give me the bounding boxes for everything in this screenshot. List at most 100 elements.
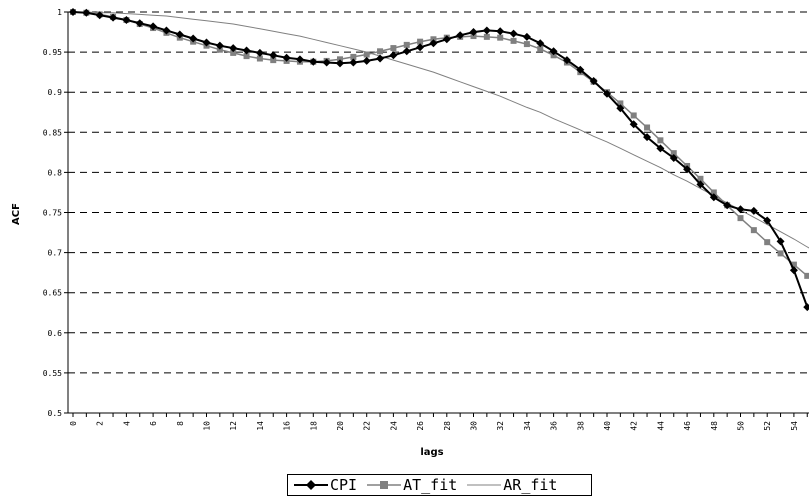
data-point-cpi bbox=[803, 303, 809, 312]
x-tick-label: 12 bbox=[229, 421, 238, 431]
legend-cpi-swatch bbox=[294, 480, 328, 490]
y-tick-label: 0.75 bbox=[43, 209, 62, 218]
x-axis-title: lags bbox=[420, 447, 443, 458]
series-line-cpi bbox=[72, 11, 809, 308]
x-tick-label: 8 bbox=[176, 421, 185, 426]
x-tick-label: 16 bbox=[283, 421, 292, 431]
data-point-at-fit bbox=[550, 52, 557, 59]
series-at-fit bbox=[70, 9, 809, 279]
x-tick-label: 22 bbox=[363, 421, 372, 431]
data-point-cpi bbox=[202, 38, 211, 47]
data-point-cpi bbox=[562, 56, 571, 65]
data-point-cpi bbox=[456, 31, 465, 40]
data-point-at-fit bbox=[510, 37, 517, 44]
data-point-cpi bbox=[522, 32, 531, 41]
y-tick-label: 0.55 bbox=[43, 369, 62, 378]
data-point-cpi bbox=[122, 16, 131, 25]
data-point-cpi bbox=[776, 237, 785, 246]
data-point-cpi bbox=[669, 153, 678, 162]
data-point-at-fit bbox=[644, 124, 651, 131]
data-point-at-fit bbox=[270, 57, 277, 64]
y-tick-label: 0.65 bbox=[43, 289, 62, 298]
x-tick-label: 18 bbox=[309, 421, 318, 431]
data-point-at-fit bbox=[403, 41, 410, 48]
data-point-at-fit bbox=[630, 112, 637, 119]
data-point-at-fit bbox=[617, 100, 624, 107]
chart-legend: CPI AT_fit AR_fit bbox=[287, 474, 592, 496]
data-point-cpi bbox=[175, 30, 184, 39]
data-point-at-fit bbox=[777, 250, 784, 257]
data-point-cpi bbox=[349, 58, 358, 67]
legend-ar-fit-label: AR_fit bbox=[503, 476, 558, 494]
x-tick-label: 48 bbox=[710, 421, 719, 431]
data-point-cpi bbox=[295, 55, 304, 64]
data-point-at-fit bbox=[737, 215, 744, 222]
data-point-cpi bbox=[736, 205, 745, 214]
data-point-at-fit bbox=[256, 55, 263, 62]
data-point-cpi bbox=[696, 180, 705, 189]
data-point-at-fit bbox=[537, 45, 544, 52]
data-point-at-fit bbox=[804, 272, 809, 279]
data-point-cpi bbox=[255, 48, 264, 57]
x-tick-label: 52 bbox=[763, 421, 772, 431]
x-tick-label: 0 bbox=[69, 421, 78, 426]
x-tick-label: 44 bbox=[656, 421, 665, 431]
data-point-cpi bbox=[242, 46, 251, 55]
data-point-cpi bbox=[82, 8, 91, 17]
x-tick-label: 46 bbox=[683, 421, 692, 431]
data-point-cpi bbox=[135, 19, 144, 28]
x-tick-label: 34 bbox=[523, 421, 532, 431]
data-point-at-fit bbox=[710, 189, 717, 196]
legend-entry-at-fit: AT_fit bbox=[367, 476, 457, 494]
data-point-at-fit bbox=[790, 261, 797, 268]
data-point-at-fit bbox=[430, 36, 437, 43]
data-point-cpi bbox=[229, 44, 238, 53]
data-point-at-fit bbox=[417, 38, 424, 45]
data-point-cpi bbox=[536, 39, 545, 48]
data-point-at-fit bbox=[670, 150, 677, 157]
gridlines bbox=[68, 11, 809, 374]
legend-at-fit-label: AT_fit bbox=[403, 476, 458, 494]
data-point-at-fit bbox=[764, 239, 771, 246]
data-point-cpi bbox=[576, 65, 585, 74]
data-point-cpi bbox=[215, 41, 224, 50]
legend-entry-cpi: CPI bbox=[294, 476, 357, 494]
data-point-at-fit bbox=[230, 49, 237, 56]
data-point-cpi bbox=[109, 13, 118, 22]
x-tick-label: 32 bbox=[496, 421, 505, 431]
data-point-cpi bbox=[95, 11, 104, 20]
data-point-cpi bbox=[189, 34, 198, 43]
data-point-cpi bbox=[709, 193, 718, 202]
data-point-cpi bbox=[162, 26, 171, 35]
data-point-cpi bbox=[603, 89, 611, 98]
legend-cpi-label: CPI bbox=[330, 476, 358, 494]
data-point-at-fit bbox=[470, 33, 477, 40]
y-tick-label: 0.5 bbox=[48, 409, 63, 418]
data-point-cpi bbox=[69, 8, 77, 16]
x-tick-label: 26 bbox=[416, 421, 425, 431]
data-point-cpi bbox=[442, 35, 451, 44]
data-point-cpi bbox=[656, 144, 665, 153]
series-ar-fit bbox=[73, 11, 809, 249]
series-cpi bbox=[69, 8, 809, 312]
x-tick-label: 40 bbox=[603, 421, 612, 431]
series-line-ar-fit bbox=[73, 11, 809, 249]
data-point-at-fit bbox=[363, 51, 370, 58]
data-point-cpi bbox=[336, 59, 344, 68]
x-axis-ticks: 0 2 4 6 8 10 12 14 16 18 20 22 24 26 28 30 32 34 36 38 40 42 4… bbox=[69, 413, 808, 431]
data-point-at-fit bbox=[390, 45, 397, 52]
data-point-cpi bbox=[589, 76, 598, 85]
data-point-cpi bbox=[482, 26, 491, 35]
x-tick-label: 6 bbox=[149, 421, 158, 426]
y-axis-title: ACF bbox=[11, 203, 22, 225]
data-point-cpi bbox=[496, 27, 505, 36]
data-point-cpi bbox=[389, 51, 398, 60]
y-tick-label: 1 bbox=[57, 8, 62, 17]
data-point-cpi bbox=[509, 29, 518, 38]
series-layer bbox=[69, 8, 809, 312]
data-point-cpi bbox=[376, 54, 385, 63]
y-tick-label: 0.95 bbox=[43, 48, 62, 57]
x-tick-label: 28 bbox=[443, 421, 452, 431]
x-tick-label: 2 bbox=[96, 421, 105, 426]
